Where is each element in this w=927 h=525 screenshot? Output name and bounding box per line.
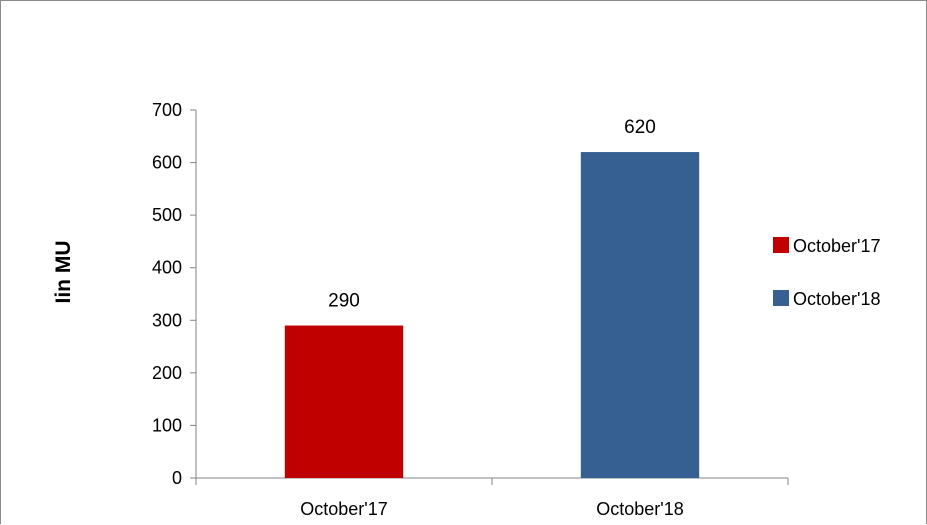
legend-entry: October'17: [793, 236, 881, 256]
legend-swatch: [773, 237, 789, 253]
y-tick-label: 400: [152, 258, 182, 278]
legend-swatch: [773, 290, 789, 306]
x-tick-label: October'18: [596, 499, 684, 519]
bar: [580, 152, 700, 479]
bars: [284, 152, 700, 479]
legend-entry: October'18: [793, 289, 881, 309]
y-tick-label: 600: [152, 153, 182, 173]
y-axis-title: Iin MU: [52, 241, 75, 304]
y-tick-label: 100: [152, 415, 182, 435]
bar: [284, 325, 404, 478]
legend: October'17 October'18: [773, 236, 881, 309]
data-label: 290: [328, 291, 360, 312]
labels: 290 October'17 620 October'18: [300, 117, 684, 519]
x-tick-label: October'17: [300, 499, 388, 519]
data-label: 620: [624, 117, 656, 138]
y-tick-label: 700: [152, 100, 182, 120]
y-tick-label: 500: [152, 205, 182, 225]
y-tick-label: 300: [152, 310, 182, 330]
y-tick-label: 0: [172, 468, 182, 488]
y-tick-label: 200: [152, 363, 182, 383]
